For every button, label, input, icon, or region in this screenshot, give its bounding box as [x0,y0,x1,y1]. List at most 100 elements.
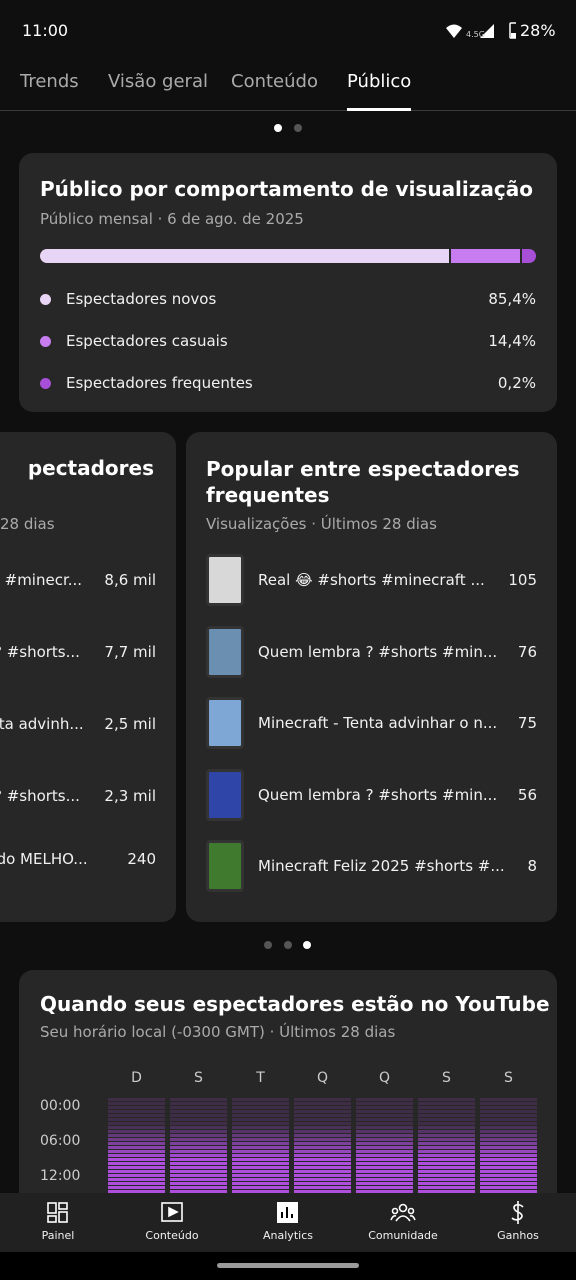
row-title: a ? #shorts... [0,643,80,661]
heatmap-stripe [170,1158,227,1161]
heatmap-stripe [418,1150,475,1153]
heatmap-stripe [356,1178,413,1181]
heatmap-stripe [480,1126,537,1129]
page-dot [284,941,292,949]
row-title: rts #minecr... [0,571,83,589]
heatmap-stripe [294,1166,351,1169]
card-title: Quando seus espectadores estão no YouTub… [40,992,550,1016]
heatmap-stripe [294,1182,351,1185]
heatmap-stripe [170,1122,227,1125]
nav-label[interactable]: Ganhos [497,1229,539,1242]
thumbnail[interactable] [206,625,244,678]
heatmap-stripe [480,1102,537,1105]
card-subtitle: Visualizações · Últimos 28 dias [206,515,437,533]
heatmap-stripe [294,1142,351,1145]
page-dot [264,941,272,949]
heatmap-stripe [480,1174,537,1177]
nav-label[interactable]: Painel [41,1229,75,1242]
legend-value: 0,2% [497,374,536,392]
row-value: 2,3 mil [104,787,156,805]
row-title[interactable]: Real 😂 #shorts #minecraft ... [258,571,485,589]
heatmap-stripe [480,1190,537,1193]
heatmap-stripe [418,1162,475,1165]
bar-segment [40,249,450,263]
heatmap-stripe [170,1190,227,1193]
heatmap-stripe [480,1138,537,1141]
heatmap-stripe [108,1134,165,1137]
heatmap-stripe [294,1154,351,1157]
heatmap-stripe [108,1146,165,1149]
row-title[interactable]: Minecraft Feliz 2025 #shorts #... [258,857,505,875]
heatmap-stripe [356,1138,413,1141]
page-dot [303,941,311,949]
heatmap-stripe [418,1174,475,1177]
heatmap-stripe [108,1122,165,1125]
tab[interactable]: Conteúdo [231,71,318,92]
heatmap-stripe [294,1126,351,1129]
heatmap-stripe [480,1158,537,1161]
heatmap-stripe [418,1190,475,1193]
heatmap-stripe [356,1182,413,1185]
legend-label: Espectadores frequentes [66,374,253,392]
heatmap-stripe [418,1154,475,1157]
heatmap-stripe [480,1114,537,1117]
heatmap-stripe [294,1190,351,1193]
heatmap-stripe [232,1146,289,1149]
heatmap-stripe [108,1170,165,1173]
heatmap-stripe [480,1122,537,1125]
thumbnail[interactable] [206,768,244,821]
heatmap-stripe [356,1146,413,1149]
heatmap-stripe [356,1130,413,1133]
heatmap-stripe [480,1106,537,1109]
row-title[interactable]: Quem lembra ? #shorts #min... [258,642,498,661]
card-subtitle: 28 dias [0,515,55,533]
heatmap-stripe [418,1110,475,1113]
page-dot [294,124,302,132]
heatmap-stripe [232,1162,289,1165]
heatmap-stripe [418,1138,475,1141]
thumbnail[interactable] [206,697,244,749]
heatmap-stripe [170,1162,227,1165]
left-card: pectadores 28 dias rts #minecr... 8,6 mil… [0,432,176,922]
heatmap-stripe [232,1158,289,1161]
heatmap-stripe [232,1178,289,1181]
heatmap-stripe [170,1126,227,1129]
heatmap-stripe [108,1162,165,1165]
legend-label: Espectadores novos [66,290,217,308]
heatmap-stripe [170,1098,227,1101]
heatmap-stripe [356,1098,413,1101]
tab[interactable]: Trends [20,71,79,92]
battery: 28% [520,21,556,40]
heatmap-stripe [232,1126,289,1129]
heatmap-stripe [418,1178,475,1181]
tab[interactable]: Público [347,71,412,92]
thumbnail[interactable] [206,840,244,892]
heatmap-stripe [418,1126,475,1129]
heatmap-stripe [480,1166,537,1169]
row-title[interactable]: Quem lembra ? #shorts #min... [258,785,498,804]
heatmap-stripe [108,1182,165,1185]
nav-label[interactable]: Analytics [263,1229,313,1242]
heatmap-stripe [108,1174,165,1177]
nav-label[interactable]: Conteúdo [145,1229,199,1242]
heatmap-stripe [418,1166,475,1169]
heatmap-stripe [294,1098,351,1101]
heatmap-stripe [480,1170,537,1173]
heatmap-stripe [480,1146,537,1149]
day-label: S [504,1070,513,1086]
thumbnail[interactable] [206,554,244,606]
heatmap-stripe [170,1178,227,1181]
legend-value: 85,4% [488,290,536,308]
heatmap-stripe [170,1174,227,1177]
heatmap-stripe [108,1110,165,1113]
nav-label[interactable]: Comunidade [368,1229,438,1242]
heatmap-stripe [170,1170,227,1173]
heatmap-stripe [108,1154,165,1157]
card-title: Popular entre espectadores frequentes [206,457,520,507]
heatmap-stripe [294,1170,351,1173]
tab[interactable]: Visão geral [108,71,208,92]
heatmap-stripe [232,1150,289,1153]
row-title[interactable]: Minecraft - Tenta advinhar o n... [258,714,498,732]
row-value: 75 [517,714,537,732]
